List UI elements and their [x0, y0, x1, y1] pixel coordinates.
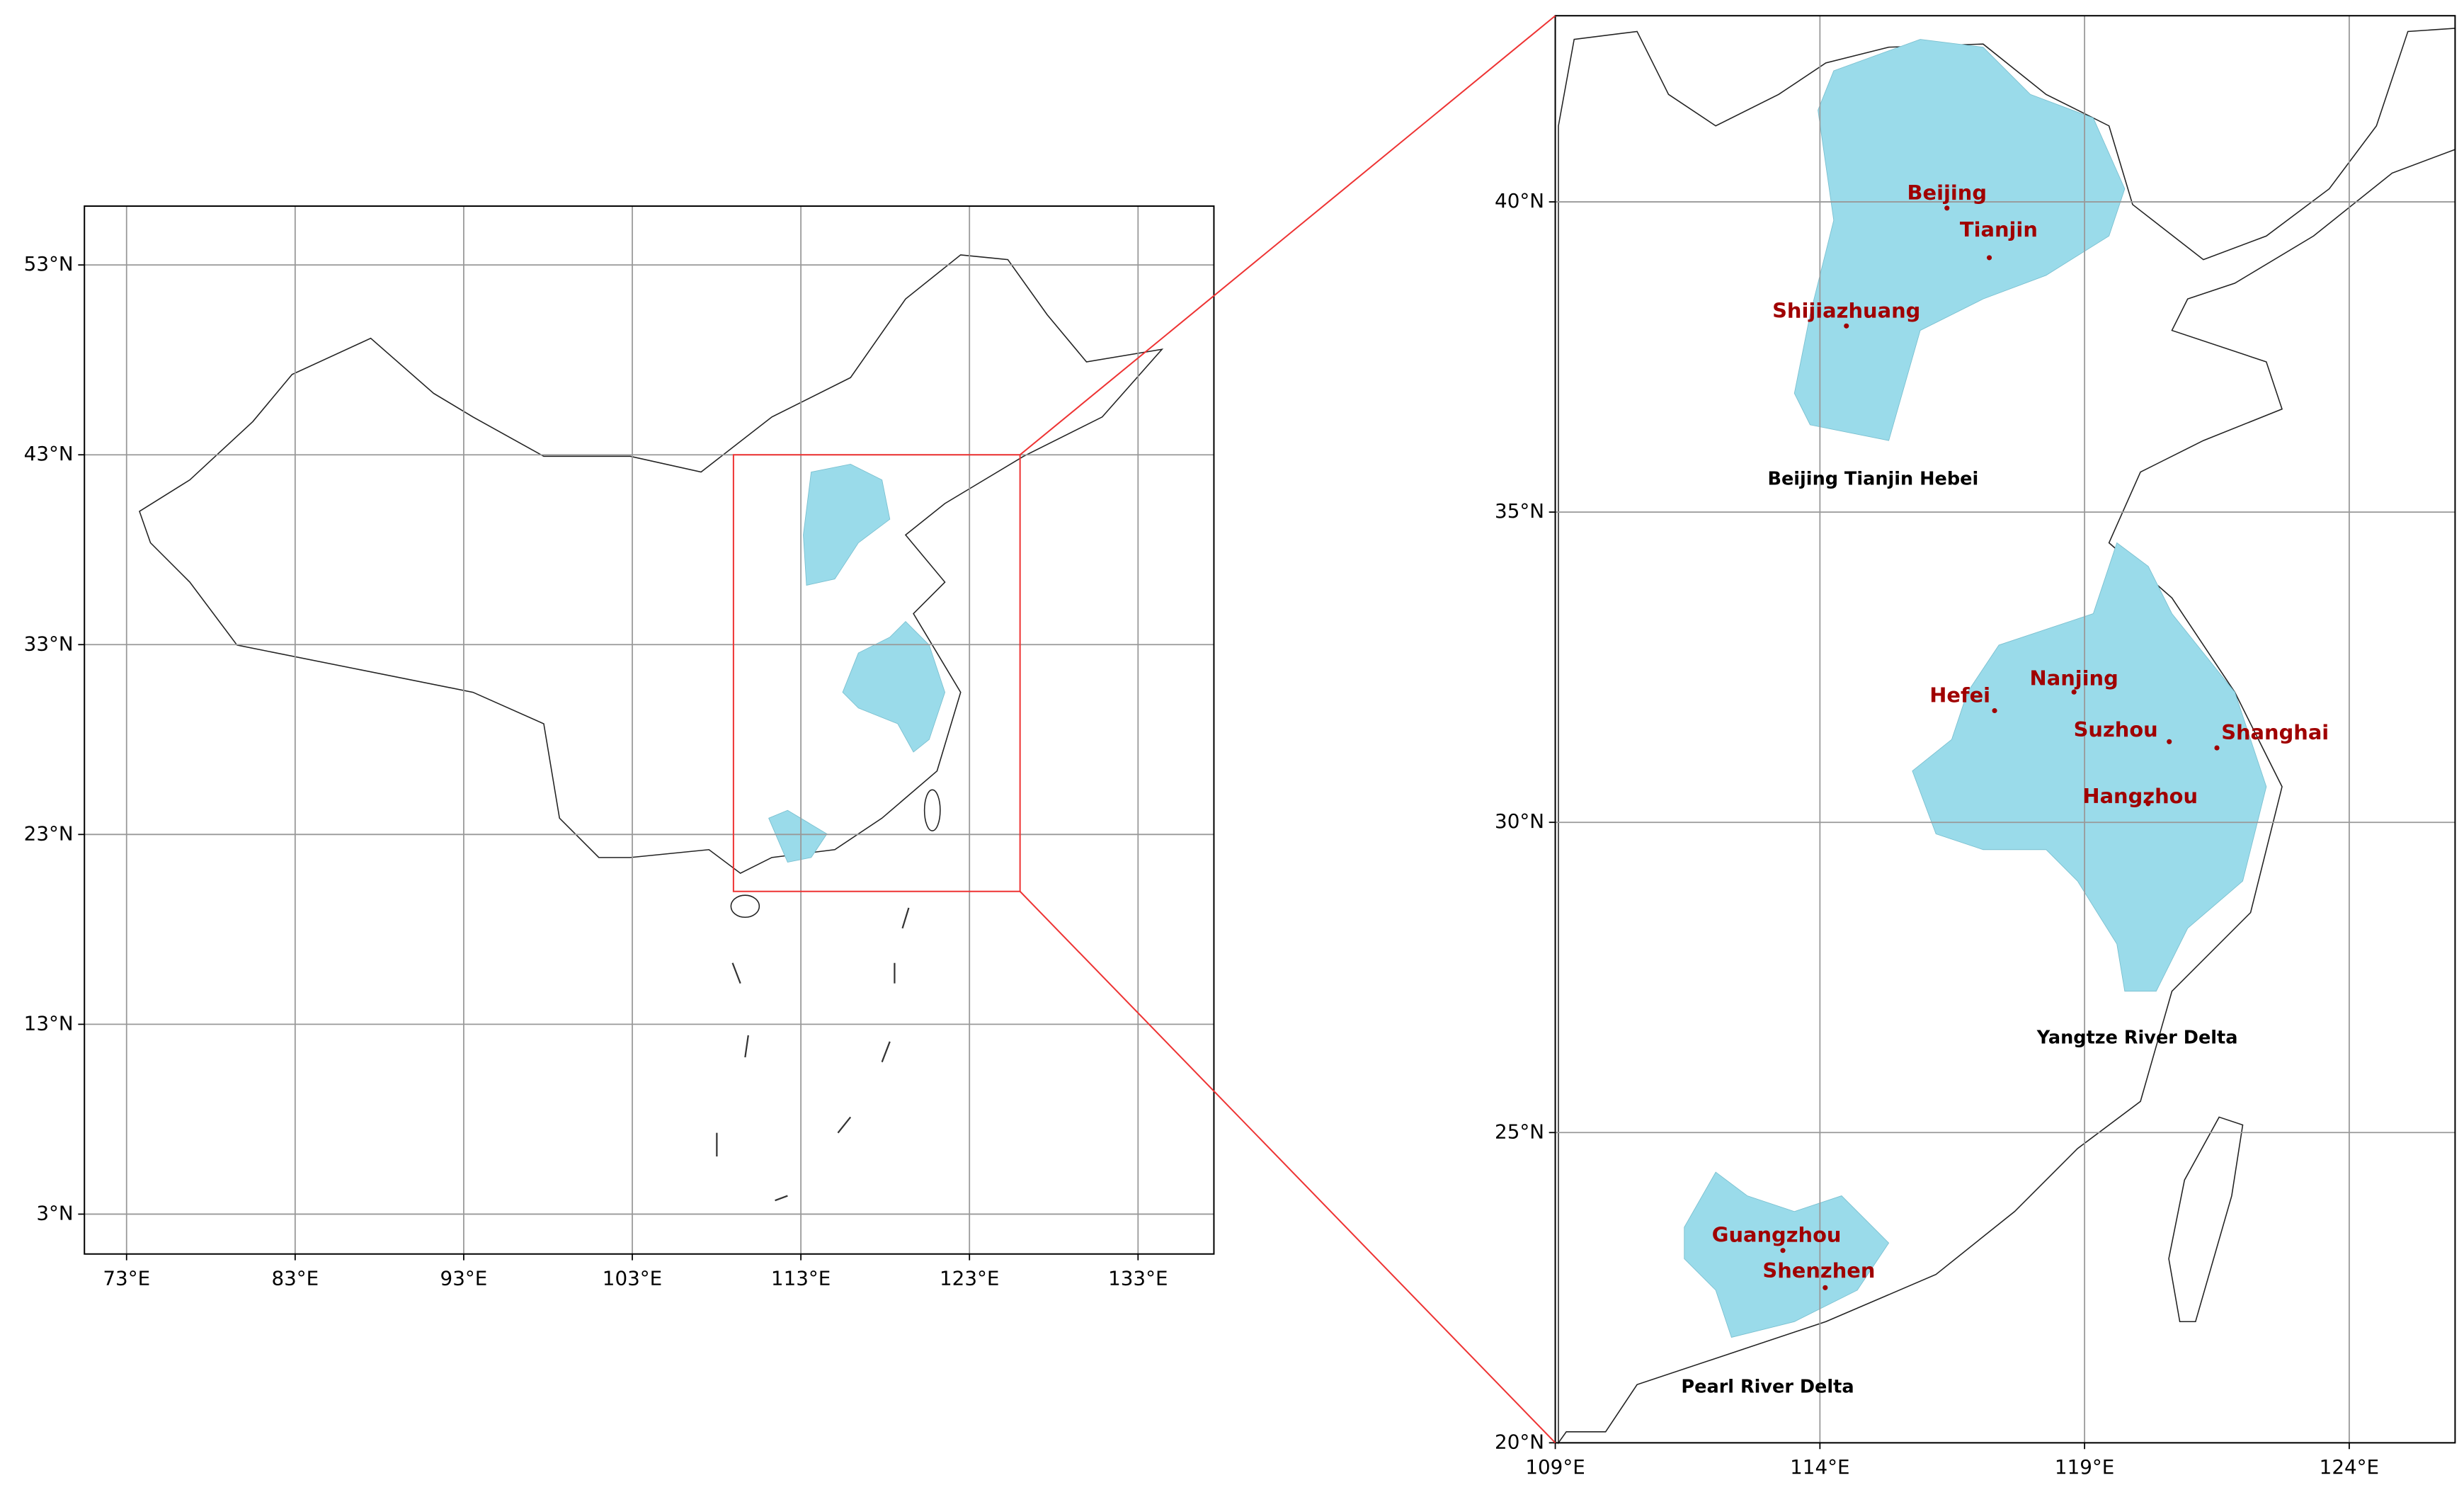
city-label: Shijiazhuang [1772, 298, 1920, 322]
right-map-land [1558, 28, 2456, 1445]
city-label: Beijing [1907, 181, 1987, 205]
city-point [1780, 1248, 1786, 1253]
country-outline [139, 254, 1164, 874]
x-tick-label: 119°E [2055, 1455, 2114, 1479]
region-yrd [842, 620, 945, 753]
taiwan [923, 789, 941, 831]
y-tick-label: 3°N [36, 1201, 73, 1224]
x-tick-label: 83°E [271, 1266, 319, 1290]
city-label: Shenzhen [1762, 1258, 1875, 1283]
y-tick-label: 25°N [1495, 1120, 1544, 1143]
taiwan-zoom [2168, 1116, 2244, 1323]
y-tick-label: 40°N [1495, 189, 1544, 212]
x-tick-label: 133°E [1108, 1266, 1168, 1290]
y-tick-label: 43°N [24, 442, 74, 465]
city-point [2145, 801, 2151, 807]
right-frame [1554, 15, 2456, 1444]
city-label: Guangzhou [1712, 1223, 1842, 1247]
y-tick-label: 33°N [24, 632, 74, 655]
y-tick-label: 35°N [1495, 499, 1544, 523]
city-label: Tianjin [1960, 217, 2038, 241]
left-frame [84, 205, 1215, 1255]
zoom-box [732, 454, 1021, 892]
city-point [1823, 1285, 1828, 1290]
city-point [1992, 707, 1997, 714]
x-tick-label: 73°E [103, 1266, 150, 1290]
city-label: Hefei [1929, 683, 1990, 707]
city-point [1987, 255, 1992, 261]
zoom-connector [1020, 15, 1556, 455]
city-point [1944, 205, 1950, 211]
zoom-connector [1019, 891, 1556, 1444]
x-tick-label: 114°E [1790, 1455, 1849, 1479]
region-prd-zoom [1684, 1171, 1890, 1338]
y-tick-label: 20°N [1495, 1430, 1544, 1453]
city-point [2214, 745, 2220, 751]
region-bth [803, 463, 891, 586]
city-label: Suzhou [2074, 717, 2158, 741]
y-tick-label: 13°N [24, 1011, 74, 1035]
x-tick-label: 124°E [2320, 1455, 2379, 1479]
grid-layer [84, 16, 2456, 1444]
city-label: Nanjing [2030, 666, 2118, 690]
region-prd [768, 809, 828, 863]
y-tick-label: 30°N [1495, 809, 1544, 833]
left-map-land [139, 254, 1164, 1202]
x-tick-label: 93°E [440, 1266, 488, 1290]
y-tick-label: 53°N [24, 252, 74, 275]
x-tick-label: 113°E [771, 1266, 831, 1290]
region-label: Beijing Tianjin Hebei [1768, 469, 1979, 490]
x-tick-label: 123°E [940, 1266, 999, 1290]
city-label: Shanghai [2221, 720, 2329, 744]
city-point [1844, 323, 1849, 329]
region-label: Pearl River Delta [1681, 1377, 1854, 1398]
city-label: Hangzhou [2082, 784, 2198, 808]
islands [716, 907, 910, 1202]
x-tick-label: 103°E [603, 1266, 662, 1290]
region-bth-zoom [1793, 39, 2126, 441]
x-tick-label: 109°E [1525, 1455, 1585, 1479]
hainan [730, 894, 760, 919]
overlay-layer: 73°E 83°E 93°E 103°E 113°E 123°E 133°E 3°N 13°N 2… [24, 15, 2379, 1479]
city-point [2071, 689, 2077, 695]
y-tick-label: 23°N [24, 821, 74, 845]
city-point [2167, 739, 2172, 744]
region-label: Yangtze River Delta [2036, 1027, 2238, 1048]
region-yrd-zoom [1912, 542, 2267, 992]
